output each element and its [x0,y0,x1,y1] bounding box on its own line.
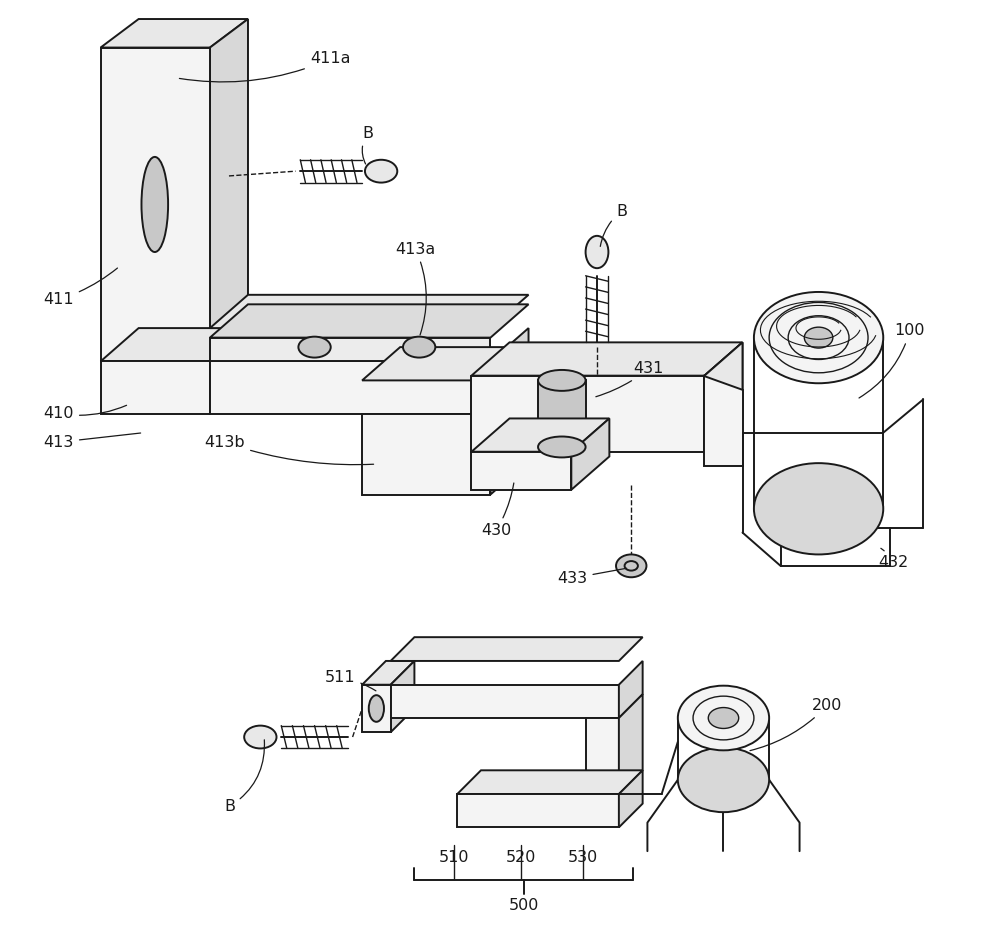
Polygon shape [210,19,248,361]
Text: B: B [362,126,373,164]
Polygon shape [210,295,529,328]
Ellipse shape [754,463,883,554]
Polygon shape [101,361,210,414]
Polygon shape [362,685,391,732]
Polygon shape [471,342,743,376]
Polygon shape [362,661,414,685]
Ellipse shape [403,337,435,358]
Text: 500: 500 [509,898,539,913]
Ellipse shape [804,327,833,348]
Text: 431: 431 [596,361,664,397]
Text: 530: 530 [568,850,598,865]
Ellipse shape [678,747,769,812]
Text: 411: 411 [43,268,117,307]
Text: 100: 100 [859,323,925,398]
Polygon shape [586,718,619,794]
Text: 432: 432 [878,549,909,571]
Text: 413b: 413b [205,435,374,465]
Polygon shape [457,770,643,794]
Polygon shape [471,418,609,452]
Polygon shape [210,328,248,414]
Ellipse shape [616,554,646,577]
Polygon shape [457,794,619,827]
Polygon shape [101,48,210,361]
Ellipse shape [625,561,638,571]
Text: B: B [600,204,627,246]
Polygon shape [490,380,529,495]
Polygon shape [619,694,643,794]
Ellipse shape [141,157,168,252]
Polygon shape [704,376,743,466]
Text: 430: 430 [481,483,514,538]
Polygon shape [471,376,704,452]
Text: 200: 200 [750,698,842,750]
Ellipse shape [369,695,384,722]
Ellipse shape [586,236,608,268]
Text: 520: 520 [506,850,536,865]
Polygon shape [210,304,529,338]
Text: 413a: 413a [395,242,436,335]
Polygon shape [538,380,586,447]
Polygon shape [391,685,619,718]
Polygon shape [101,328,248,361]
Text: 510: 510 [439,850,470,865]
Polygon shape [704,342,743,423]
Ellipse shape [708,708,739,728]
Polygon shape [362,414,490,495]
Text: 410: 410 [43,405,127,421]
Polygon shape [619,770,643,827]
Text: 511: 511 [325,670,376,690]
Polygon shape [704,342,743,452]
Polygon shape [101,19,248,48]
Ellipse shape [538,370,586,391]
Polygon shape [210,338,490,361]
Text: 411a: 411a [179,51,350,82]
Ellipse shape [754,292,883,383]
Text: 433: 433 [557,569,627,586]
Polygon shape [490,328,529,414]
Polygon shape [391,637,643,661]
Polygon shape [210,361,490,414]
Polygon shape [619,661,643,718]
Polygon shape [391,661,414,732]
Polygon shape [471,452,571,490]
Ellipse shape [298,337,331,358]
Text: 413: 413 [44,433,141,450]
Ellipse shape [244,726,277,748]
Ellipse shape [365,160,397,183]
Polygon shape [571,418,609,490]
Text: B: B [224,740,264,814]
Ellipse shape [538,437,586,457]
Polygon shape [362,347,529,380]
Ellipse shape [678,686,769,750]
